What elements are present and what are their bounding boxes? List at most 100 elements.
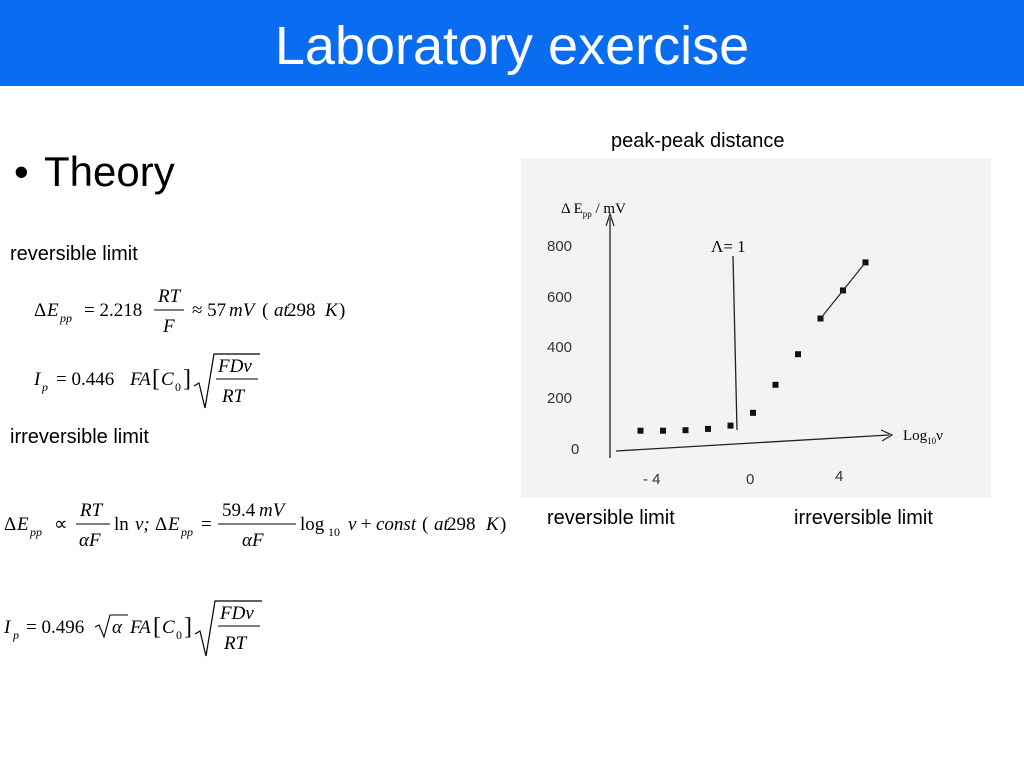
equation-4-svg: I p = 0.496 α FA [ C 0 ] FDv RT xyxy=(3,600,262,657)
eq3-num2-unit: mV xyxy=(259,500,287,521)
title-bar xyxy=(0,0,1024,86)
equation-3-svg: Δ E pp ∝ RT αF ln v; Δ E pp = 59.4 mV αF… xyxy=(4,500,506,551)
data-points xyxy=(637,259,869,434)
data-point xyxy=(750,409,756,416)
eq2-rhs1: = 0.446 xyxy=(56,369,114,390)
eq3-sub: pp xyxy=(29,525,42,539)
lambda-label: Λ= 1 xyxy=(711,237,746,256)
eq1-rhs1: = 2.218 xyxy=(84,300,142,321)
equation-peak-separation-irreversible: Δ E pp ∝ RT αF ln v; Δ E pp = 59.4 mV αF… xyxy=(4,498,519,564)
x-tick-label: - 4 xyxy=(643,471,661,488)
eq3-den2: αF xyxy=(242,530,264,551)
slide-title: Laboratory exercise xyxy=(274,16,750,76)
plot-svg: Δ Epp / mV Log10ν 800 600 400 200 0 - 4 … xyxy=(547,201,943,488)
figure-irreversible-caption: irreversible limit xyxy=(794,507,933,529)
eq3-den1: αF xyxy=(79,530,101,551)
y-tick-label: 800 xyxy=(547,238,572,255)
data-point xyxy=(660,427,666,434)
eq4-rhs1: = 0.496 xyxy=(26,617,84,638)
eq3-sub2: pp xyxy=(180,525,193,539)
eq2-num: FDv xyxy=(217,356,252,377)
irreversible-limit-heading: irreversible limit xyxy=(10,426,149,448)
eq1-delta: Δ xyxy=(34,300,46,321)
eq1-unit: mV xyxy=(229,300,257,321)
eq3-v1: v; xyxy=(135,514,150,535)
eq3-equals: = xyxy=(201,514,212,535)
eq4-num: FDv xyxy=(219,603,254,624)
reversible-limit-heading: reversible limit xyxy=(10,243,138,265)
y-tick-label: 600 xyxy=(547,289,572,306)
eq4-sqrt-sign xyxy=(194,600,262,657)
equation-peak-current-irreversible: I p = 0.496 α FA [ C 0 ] FDv RT xyxy=(3,597,274,665)
bullet-dot: • xyxy=(14,148,29,195)
eq4-sub: p xyxy=(12,628,19,642)
lambda-marker-line xyxy=(732,255,738,431)
eq3-const: const xyxy=(376,514,417,535)
irreversible-fit-line xyxy=(820,262,866,319)
eq1-num: RT xyxy=(157,286,182,307)
data-point xyxy=(772,381,779,388)
eq2-sub: p xyxy=(41,380,48,394)
y-tick-label: 200 xyxy=(547,390,572,407)
eq4-var: I xyxy=(4,617,12,638)
figure-top-caption: peak-peak distance xyxy=(611,130,785,152)
eq2-sqrt-sign xyxy=(193,353,260,409)
equation-2-svg: I p = 0.446 FA [ C 0 ] FDv RT xyxy=(33,353,260,409)
eq3-log: log xyxy=(300,514,325,535)
eq3-tail4: K xyxy=(485,514,500,535)
eq4-small-sqrt-sign xyxy=(94,614,128,639)
eq1-tail5: ) xyxy=(339,300,345,321)
eq1-var: E xyxy=(46,300,59,321)
eq3-tail1: ( xyxy=(422,514,428,535)
eq3-v2: v xyxy=(348,514,357,535)
peak-separation-plot: Δ Epp / mV Log10ν 800 600 400 200 0 - 4 … xyxy=(521,158,991,498)
eq1-rhs2: ≈ 57 xyxy=(192,300,226,321)
equation-peak-current-reversible: I p = 0.446 FA [ C 0 ] FDv RT xyxy=(33,350,274,418)
eq4-c: C xyxy=(162,617,175,638)
y-axis-arrow xyxy=(605,212,615,227)
eq1-tail2: at xyxy=(274,300,290,321)
eq3-num1: RT xyxy=(79,500,104,521)
data-point xyxy=(705,425,711,432)
eq3-plus: + xyxy=(356,514,376,535)
eq3-var: E xyxy=(16,514,29,535)
x-axis-arrow xyxy=(880,429,894,442)
eq3-delta2: Δ xyxy=(155,514,167,535)
eq3-tail3: 298 xyxy=(447,514,476,535)
equation-1-svg: Δ E pp = 2.218 RT F ≈ 57 mV ( at 298 K ) xyxy=(34,286,345,337)
data-point xyxy=(727,422,734,429)
eq3-delta: Δ xyxy=(4,514,16,535)
eq3-num2: 59.4 xyxy=(222,500,256,521)
eq2-c: C xyxy=(161,369,174,390)
eq4-left-bracket: [ xyxy=(153,614,161,640)
eq2-c-sub: 0 xyxy=(175,380,181,394)
eq2-fa: FA xyxy=(129,369,151,390)
eq2-right-bracket: ] xyxy=(183,366,191,392)
eq3-log-sub: 10 xyxy=(328,525,340,539)
eq1-den: F xyxy=(162,316,175,337)
eq2-den: RT xyxy=(221,386,246,407)
eq1-tail3: 298 xyxy=(287,300,316,321)
x-axis-label: Log10ν xyxy=(903,428,943,446)
eq3-tail2: at xyxy=(434,514,450,535)
data-point xyxy=(862,259,869,266)
bullet-text: Theory xyxy=(44,148,175,195)
x-tick-label: 0 xyxy=(746,471,754,488)
eq1-tail1: ( xyxy=(262,300,268,321)
y-tick-label: 400 xyxy=(547,339,572,356)
eq3-ln: ln xyxy=(114,514,129,535)
y-tick-label: 0 xyxy=(571,441,579,458)
eq3-var2: E xyxy=(167,514,180,535)
eq4-fa: FA xyxy=(129,617,151,638)
bullet-theory: • Theory xyxy=(14,148,175,196)
eq3-tail5: ) xyxy=(500,514,506,535)
eq4-alpha: α xyxy=(112,617,123,638)
eq2-left-bracket: [ xyxy=(152,366,160,392)
data-point xyxy=(795,351,801,358)
eq4-right-bracket: ] xyxy=(184,614,192,640)
x-tick-label: 4 xyxy=(835,468,843,485)
eq3-prop: ∝ xyxy=(54,514,68,535)
data-point xyxy=(637,427,644,434)
eq2-var: I xyxy=(34,369,42,390)
y-axis-label: Δ Epp / mV xyxy=(561,201,626,219)
